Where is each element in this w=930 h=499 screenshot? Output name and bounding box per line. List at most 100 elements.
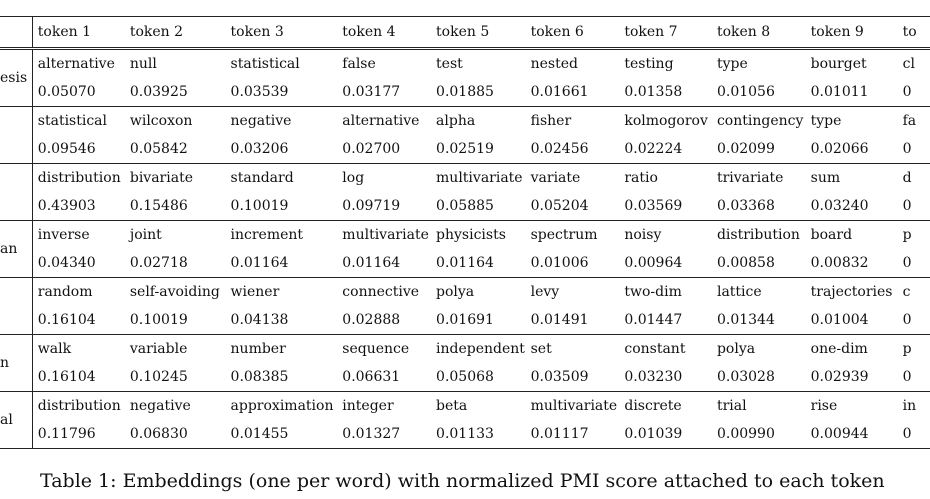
- word-label: [0, 106, 33, 164]
- score-cell: 0: [897, 192, 930, 221]
- score-cell: 0.01039: [619, 420, 712, 449]
- column-header: token 2: [124, 16, 226, 50]
- token-cell: in: [902, 398, 917, 414]
- token-cell: d: [902, 170, 912, 186]
- score-cell: 0.01011: [805, 78, 898, 107]
- score-cell: 0.02519: [431, 135, 526, 164]
- token-cell: trial: [716, 398, 747, 414]
- token-cell: alternative: [37, 56, 115, 72]
- score-row: 0.16104 0.10019 0.04138 0.02888 0.01691 0.014…: [0, 306, 930, 335]
- token-cell: negative: [230, 113, 292, 129]
- score-cell: 0: [897, 420, 930, 449]
- token-cell: number: [230, 341, 286, 357]
- token-cell: polya: [716, 341, 756, 357]
- token-cell: p: [902, 341, 912, 357]
- score-cell: 0.01691: [431, 306, 526, 335]
- token-cell: random: [37, 284, 93, 300]
- token-cell: trivariate: [716, 170, 784, 186]
- score-cell: 0.01358: [619, 78, 712, 107]
- score-cell: 0.03925: [124, 78, 226, 107]
- score-cell: 0.00990: [711, 420, 806, 449]
- word-label: n: [0, 334, 33, 392]
- token-cell: bourget: [810, 56, 867, 72]
- score-cell: 0.43903: [32, 192, 125, 221]
- token-cell: lattice: [716, 284, 762, 300]
- token-cell: levy: [530, 284, 560, 300]
- token-cell: negative: [129, 398, 191, 414]
- score-cell: 0.05842: [124, 135, 226, 164]
- score-cell: 0.02456: [525, 135, 620, 164]
- score-cell: 0.10019: [124, 306, 226, 335]
- token-cell: fisher: [530, 113, 572, 129]
- token-cell: multivariate: [342, 227, 429, 243]
- score-cell: 0: [897, 363, 930, 392]
- token-cell: nested: [530, 56, 578, 72]
- score-cell: 0.09719: [337, 192, 432, 221]
- column-header: token 5: [431, 16, 526, 50]
- score-cell: 0.10245: [124, 363, 226, 392]
- token-cell: log: [342, 170, 365, 186]
- score-cell: 0.02939: [805, 363, 898, 392]
- score-cell: 0.02888: [337, 306, 432, 335]
- score-cell: 0.03509: [525, 363, 620, 392]
- score-cell: 0.02718: [124, 249, 226, 278]
- score-cell: 0.00944: [805, 420, 898, 449]
- token-cell: variate: [530, 170, 581, 186]
- token-cell: contingency: [716, 113, 804, 129]
- score-cell: 0.03177: [337, 78, 432, 107]
- token-cell: type: [716, 56, 748, 72]
- score-cell: 0.01164: [337, 249, 432, 278]
- word-column-header: [0, 16, 33, 50]
- token-cell: alpha: [436, 113, 476, 129]
- score-cell: 0.03368: [711, 192, 806, 221]
- token-cell: variable: [129, 341, 188, 357]
- word-label: an: [0, 220, 33, 278]
- token-cell: board: [810, 227, 853, 243]
- token-cell: beta: [436, 398, 468, 414]
- score-cell: 0.06631: [337, 363, 432, 392]
- score-cell: 0.01164: [225, 249, 338, 278]
- score-cell: 0.09546: [32, 135, 125, 164]
- token-cell: integer: [342, 398, 394, 414]
- score-cell: 0.03240: [805, 192, 898, 221]
- column-header: token 7: [619, 16, 712, 50]
- column-header: token 9: [805, 16, 898, 50]
- token-row: random self-avoiding wiener connective polya…: [0, 277, 930, 335]
- score-cell: 0.02224: [619, 135, 712, 164]
- score-cell: 0.01327: [337, 420, 432, 449]
- token-cell: standard: [230, 170, 294, 186]
- score-row: 0.43903 0.15486 0.10019 0.09719 0.05885 0.052…: [0, 192, 930, 221]
- token-cell: noisy: [624, 227, 662, 243]
- table-header: token 1 token 2 token 3 token 4 token 5 token…: [0, 16, 930, 50]
- column-header: to: [897, 16, 930, 50]
- token-cell: p: [902, 227, 912, 243]
- score-row: 0.05070 0.03925 0.03539 0.03177 0.01885 0.016…: [0, 78, 930, 107]
- score-cell: 0.01164: [431, 249, 526, 278]
- score-cell: 0.05204: [525, 192, 620, 221]
- score-cell: 0.04340: [32, 249, 125, 278]
- score-cell: 0: [897, 306, 930, 335]
- token-cell: independent: [436, 341, 525, 357]
- score-cell: 0.01491: [525, 306, 620, 335]
- token-cell: increment: [230, 227, 304, 243]
- token-cell: inverse: [37, 227, 90, 243]
- score-cell: 0.16104: [32, 306, 125, 335]
- column-header: token 4: [337, 16, 432, 50]
- token-row: distribution bivariate standard log multivar…: [0, 163, 930, 221]
- score-cell: 0.00858: [711, 249, 806, 278]
- token-cell: one-dim: [810, 341, 868, 357]
- token-cell: constant: [624, 341, 686, 357]
- token-row: n walk variable number sequence independent se…: [0, 334, 930, 392]
- column-header: token 8: [711, 16, 806, 50]
- token-row: an inverse joint increment multivariate physi…: [0, 220, 930, 278]
- token-cell: wiener: [230, 284, 280, 300]
- score-cell: 0.03539: [225, 78, 338, 107]
- score-cell: 0.06830: [124, 420, 226, 449]
- score-cell: 0.01056: [711, 78, 806, 107]
- token-cell: joint: [129, 227, 162, 243]
- token-cell: distribution: [37, 170, 121, 186]
- score-row: 0.09546 0.05842 0.03206 0.02700 0.02519 0.024…: [0, 135, 930, 164]
- token-cell: multivariate: [530, 398, 618, 414]
- score-cell: 0: [897, 135, 930, 164]
- table-body: esis alternative null statistical false test n…: [0, 48, 930, 449]
